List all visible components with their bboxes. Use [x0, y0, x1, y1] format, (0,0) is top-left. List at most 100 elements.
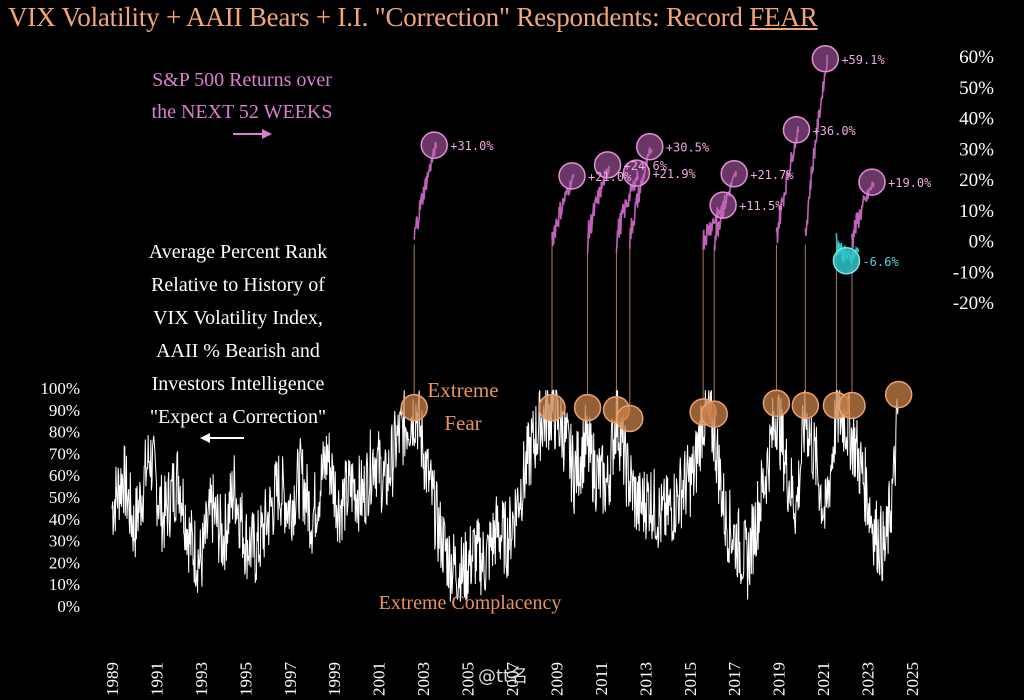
- rank-note-line4: AAII % Bearish and: [156, 340, 320, 362]
- fear-marker: [573, 393, 602, 422]
- return-label: +31.0%: [450, 139, 494, 153]
- x-axis-ticks: 1989 1991 1993 1995 1997 1999 2001 2003 2005 2007…: [103, 662, 922, 697]
- right-tick-label: 30%: [959, 139, 994, 160]
- rank-note-line6: "Expect a Correction": [149, 406, 327, 428]
- return-label: +21.0%: [588, 170, 632, 184]
- fear-marker: [884, 380, 913, 409]
- fear-marker: [616, 404, 644, 433]
- extreme-fear-line2: Fear: [444, 411, 482, 435]
- return-label: +11.5%: [739, 199, 783, 213]
- x-tick-label: 1989: [103, 662, 122, 696]
- right-tick-label: 50%: [959, 78, 994, 99]
- left-tick-label: 10%: [49, 575, 80, 594]
- right-tick-label: -10%: [953, 262, 994, 283]
- left-axis-ticks: 100% 90% 80% 70% 60% 50% 40% 30% 20% 10% 0%: [40, 379, 80, 616]
- return-marker: [709, 191, 737, 219]
- return-path: [615, 170, 640, 253]
- left-tick-label: 70%: [49, 444, 80, 463]
- left-tick-label: 50%: [49, 488, 80, 507]
- event-markers: [400, 45, 913, 433]
- return-label: -6.6%: [862, 255, 899, 269]
- rank-note-line2: Relative to History of: [151, 274, 325, 296]
- x-tick-label: 2009: [547, 662, 566, 696]
- right-tick-label: 20%: [959, 170, 994, 191]
- rank-note-line3: VIX Volatility Index,: [153, 307, 323, 329]
- x-tick-label: 2013: [636, 662, 655, 696]
- x-tick-label: 1991: [147, 662, 166, 696]
- left-tick-label: 80%: [49, 423, 80, 442]
- x-tick-label: 2015: [681, 662, 700, 696]
- return-marker: [811, 45, 840, 73]
- right-tick-label: 60%: [959, 47, 994, 68]
- return-path: [775, 126, 800, 244]
- fear-marker: [700, 400, 728, 428]
- x-tick-label: 1999: [325, 662, 344, 696]
- annotation-arrows: [200, 129, 272, 443]
- x-tick-label: 2007: [503, 662, 522, 697]
- rank-note-line1: Average Percent Rank: [148, 241, 328, 263]
- return-marker: [593, 151, 622, 179]
- title-text: VIX Volatility + AAII Bears + I.I. "Corr…: [8, 2, 750, 32]
- watermark: @tt名: [478, 666, 529, 687]
- return-label: +24.6%: [624, 159, 668, 173]
- rank-note-line5: Investors Intelligence: [151, 373, 325, 395]
- return-marker: [636, 132, 664, 161]
- return-label: +21.7%: [750, 168, 794, 182]
- x-tick-label: 2017: [725, 662, 744, 697]
- right-tick-label: 10%: [959, 201, 994, 222]
- x-tick-label: 2011: [592, 662, 611, 695]
- return-path: [804, 54, 829, 236]
- return-label: +21.9%: [652, 167, 696, 181]
- x-tick-label: 1993: [192, 662, 211, 696]
- x-tick-label: 2005: [459, 662, 478, 696]
- x-tick-label: 1997: [281, 662, 300, 697]
- extreme-fear-label: Extreme Fear: [408, 374, 518, 440]
- left-tick-label: 100%: [40, 379, 80, 398]
- returns-note: S&P 500 Returns over the NEXT 52 WEEKS: [112, 64, 372, 128]
- return-marker: [720, 160, 748, 188]
- left-arrow-head: [200, 433, 210, 443]
- left-tick-label: 30%: [49, 532, 80, 551]
- return-marker: [832, 247, 861, 275]
- x-tick-label: 2021: [814, 662, 833, 696]
- return-label: +36.0%: [812, 124, 856, 138]
- return-label: +59.1%: [841, 53, 885, 67]
- extreme-fear-line1: Extreme: [427, 378, 499, 402]
- return-marker: [558, 162, 586, 190]
- right-tick-label: 0%: [969, 232, 995, 253]
- right-axis-ticks: 60% 50% 40% 30% 20% 10% 0% -10% -20%: [953, 47, 994, 314]
- fear-marker: [838, 391, 866, 420]
- rank-note: Average Percent Rank Relative to History…: [108, 236, 368, 434]
- event-connectors: [413, 244, 853, 406]
- x-tick-label: 2023: [859, 662, 878, 696]
- right-tick-label: 40%: [959, 109, 994, 130]
- title-emphasis: FEAR: [749, 2, 818, 32]
- left-tick-label: 90%: [49, 401, 80, 420]
- return-marker: [782, 116, 811, 144]
- return-label: +30.5%: [666, 141, 710, 155]
- return-labels: +31.0% +21.0%+24.6%+21.9% +30.5% +11.5% +21.…: [450, 53, 932, 269]
- chart-title: VIX Volatility + AAII Bears + I.I. "Corr…: [8, 2, 818, 33]
- x-tick-label: 2001: [370, 662, 389, 696]
- return-label: +19.0%: [888, 176, 932, 190]
- x-tick-label: 2025: [903, 662, 922, 696]
- extreme-complacency-label: Extreme Complacency: [378, 592, 562, 614]
- return-marker: [858, 168, 886, 196]
- x-tick-label: 1995: [236, 662, 255, 696]
- return-marker: [622, 159, 651, 187]
- fear-marker: [400, 393, 428, 422]
- left-tick-label: 60%: [49, 466, 80, 485]
- left-tick-label: 40%: [49, 510, 80, 529]
- returns-note-line1: S&P 500 Returns over: [152, 69, 332, 91]
- right-arrow-head: [262, 129, 272, 139]
- return-marker: [420, 131, 448, 159]
- left-tick-label: 0%: [57, 597, 80, 616]
- fear-marker: [538, 393, 566, 422]
- x-tick-label: 2003: [414, 662, 433, 696]
- fear-marker: [791, 391, 820, 420]
- right-tick-label: -20%: [953, 293, 994, 314]
- rank-line: [111, 389, 899, 602]
- x-tick-label: 2019: [770, 662, 789, 696]
- returns-note-line2: the NEXT 52 WEEKS: [151, 101, 333, 123]
